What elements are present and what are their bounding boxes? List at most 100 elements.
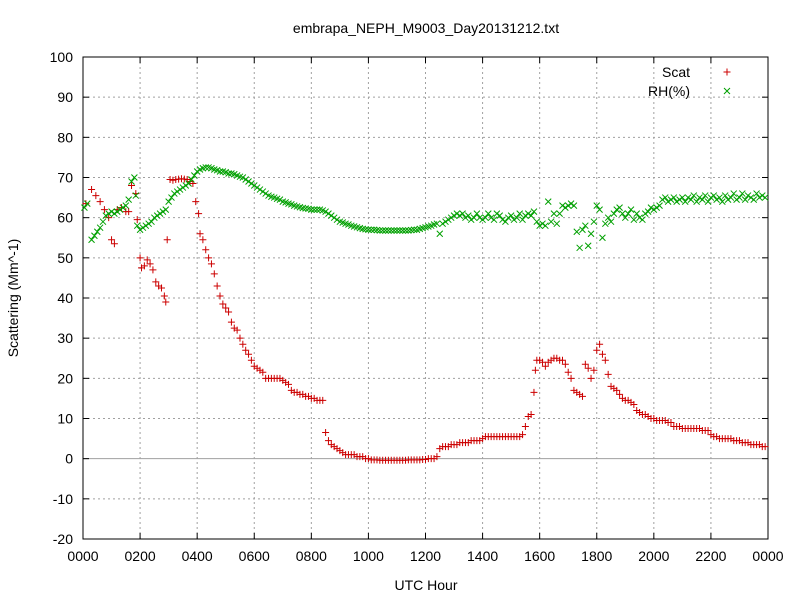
y-tick-label: 60 [57,210,73,226]
rh-point [510,216,518,224]
rh-point [542,222,549,230]
rh-point [83,200,91,207]
rh-point [679,194,686,201]
rh-point [436,230,444,238]
scat-point [100,206,108,214]
rh-point [139,224,147,232]
rh-point [376,227,384,234]
rh-point [165,198,172,205]
rh-point [131,174,138,181]
rh-point [276,196,284,203]
rh-point [307,206,315,213]
rh-point [576,244,583,252]
x-tick-label: 0200 [125,548,156,564]
rh-point [464,212,472,220]
rh-point [108,208,115,215]
scat-point [616,390,624,398]
x-tick-label: 1200 [410,548,441,564]
y-tick-label: 70 [57,170,73,186]
scat-point [245,350,253,358]
rh-point [133,222,141,230]
rh-point [724,196,732,203]
rh-point [513,214,521,222]
y-tick-label: -10 [53,491,73,507]
rh-point [96,224,104,232]
y-tick-label: 100 [50,49,74,65]
rh-point [556,210,563,218]
rh-point [716,194,723,201]
rh-point [607,218,615,226]
rh-point [168,194,175,201]
scat-point [604,370,612,378]
rh-point [753,190,760,197]
scat-point [199,236,207,244]
scat-point [761,443,769,451]
scat-point [133,216,141,224]
rh-point [102,212,110,220]
rh-point [673,198,681,205]
scat-point [519,431,527,439]
axes: 0000 0200 0400 0600 0800 1000 1200 1400 1600 1800… [50,49,784,564]
rh-point [325,210,332,218]
rh-point [159,208,167,215]
rh-point [733,196,740,203]
rh-point [736,194,743,201]
rh-point [242,176,250,183]
rh-point [382,227,389,234]
y-axis-label: Scattering (Mm^-1) [5,239,21,358]
rh-point [641,210,649,218]
rh-point [179,184,187,191]
rh-point [202,164,210,171]
data-points [81,164,769,464]
rh-point [527,212,535,220]
scat-point [125,208,133,216]
rh-point [407,226,415,234]
rh-point [125,196,133,203]
rh-point [747,194,755,201]
rh-point [450,212,458,220]
rh-point [522,212,529,220]
rh-point [627,206,635,213]
scat-point [590,366,598,374]
rh-point [370,226,378,234]
legend-label: RH(%) [648,83,690,99]
rh-point [562,204,569,211]
rh-point [687,196,695,203]
rh-point [650,206,658,213]
rh-point [359,225,367,233]
scat-point [584,364,592,372]
rh-point [216,168,224,175]
rh-point [385,227,392,234]
rh-point [516,210,524,218]
rh-point [313,206,321,213]
rh-point [81,204,88,211]
rh-point [128,178,135,185]
rh-point [519,216,526,224]
scat-point [613,386,621,394]
scat-point [530,388,538,396]
scat-point [108,236,116,244]
scat-point [285,380,292,388]
rh-point [613,206,621,213]
rh-point [476,214,484,222]
rh-point [661,194,669,201]
rh-point [670,194,678,201]
rh-point [111,210,118,218]
x-tick-label: 1800 [581,548,612,564]
rh-point [479,216,486,224]
rh-point [530,208,538,215]
rh-point [596,206,603,213]
rh-point [741,196,749,203]
rh-point [496,212,504,220]
scat-point [110,240,118,248]
scat-point [222,304,230,312]
rh-point [182,182,190,189]
x-tick-label: 0000 [67,548,98,564]
scat-point [92,192,100,200]
y-tick-label: 20 [57,370,73,386]
rh-point [761,194,769,201]
rh-point [453,210,461,218]
rh-point [185,180,192,187]
y-tick-label: 90 [57,89,73,105]
grid [83,57,768,539]
